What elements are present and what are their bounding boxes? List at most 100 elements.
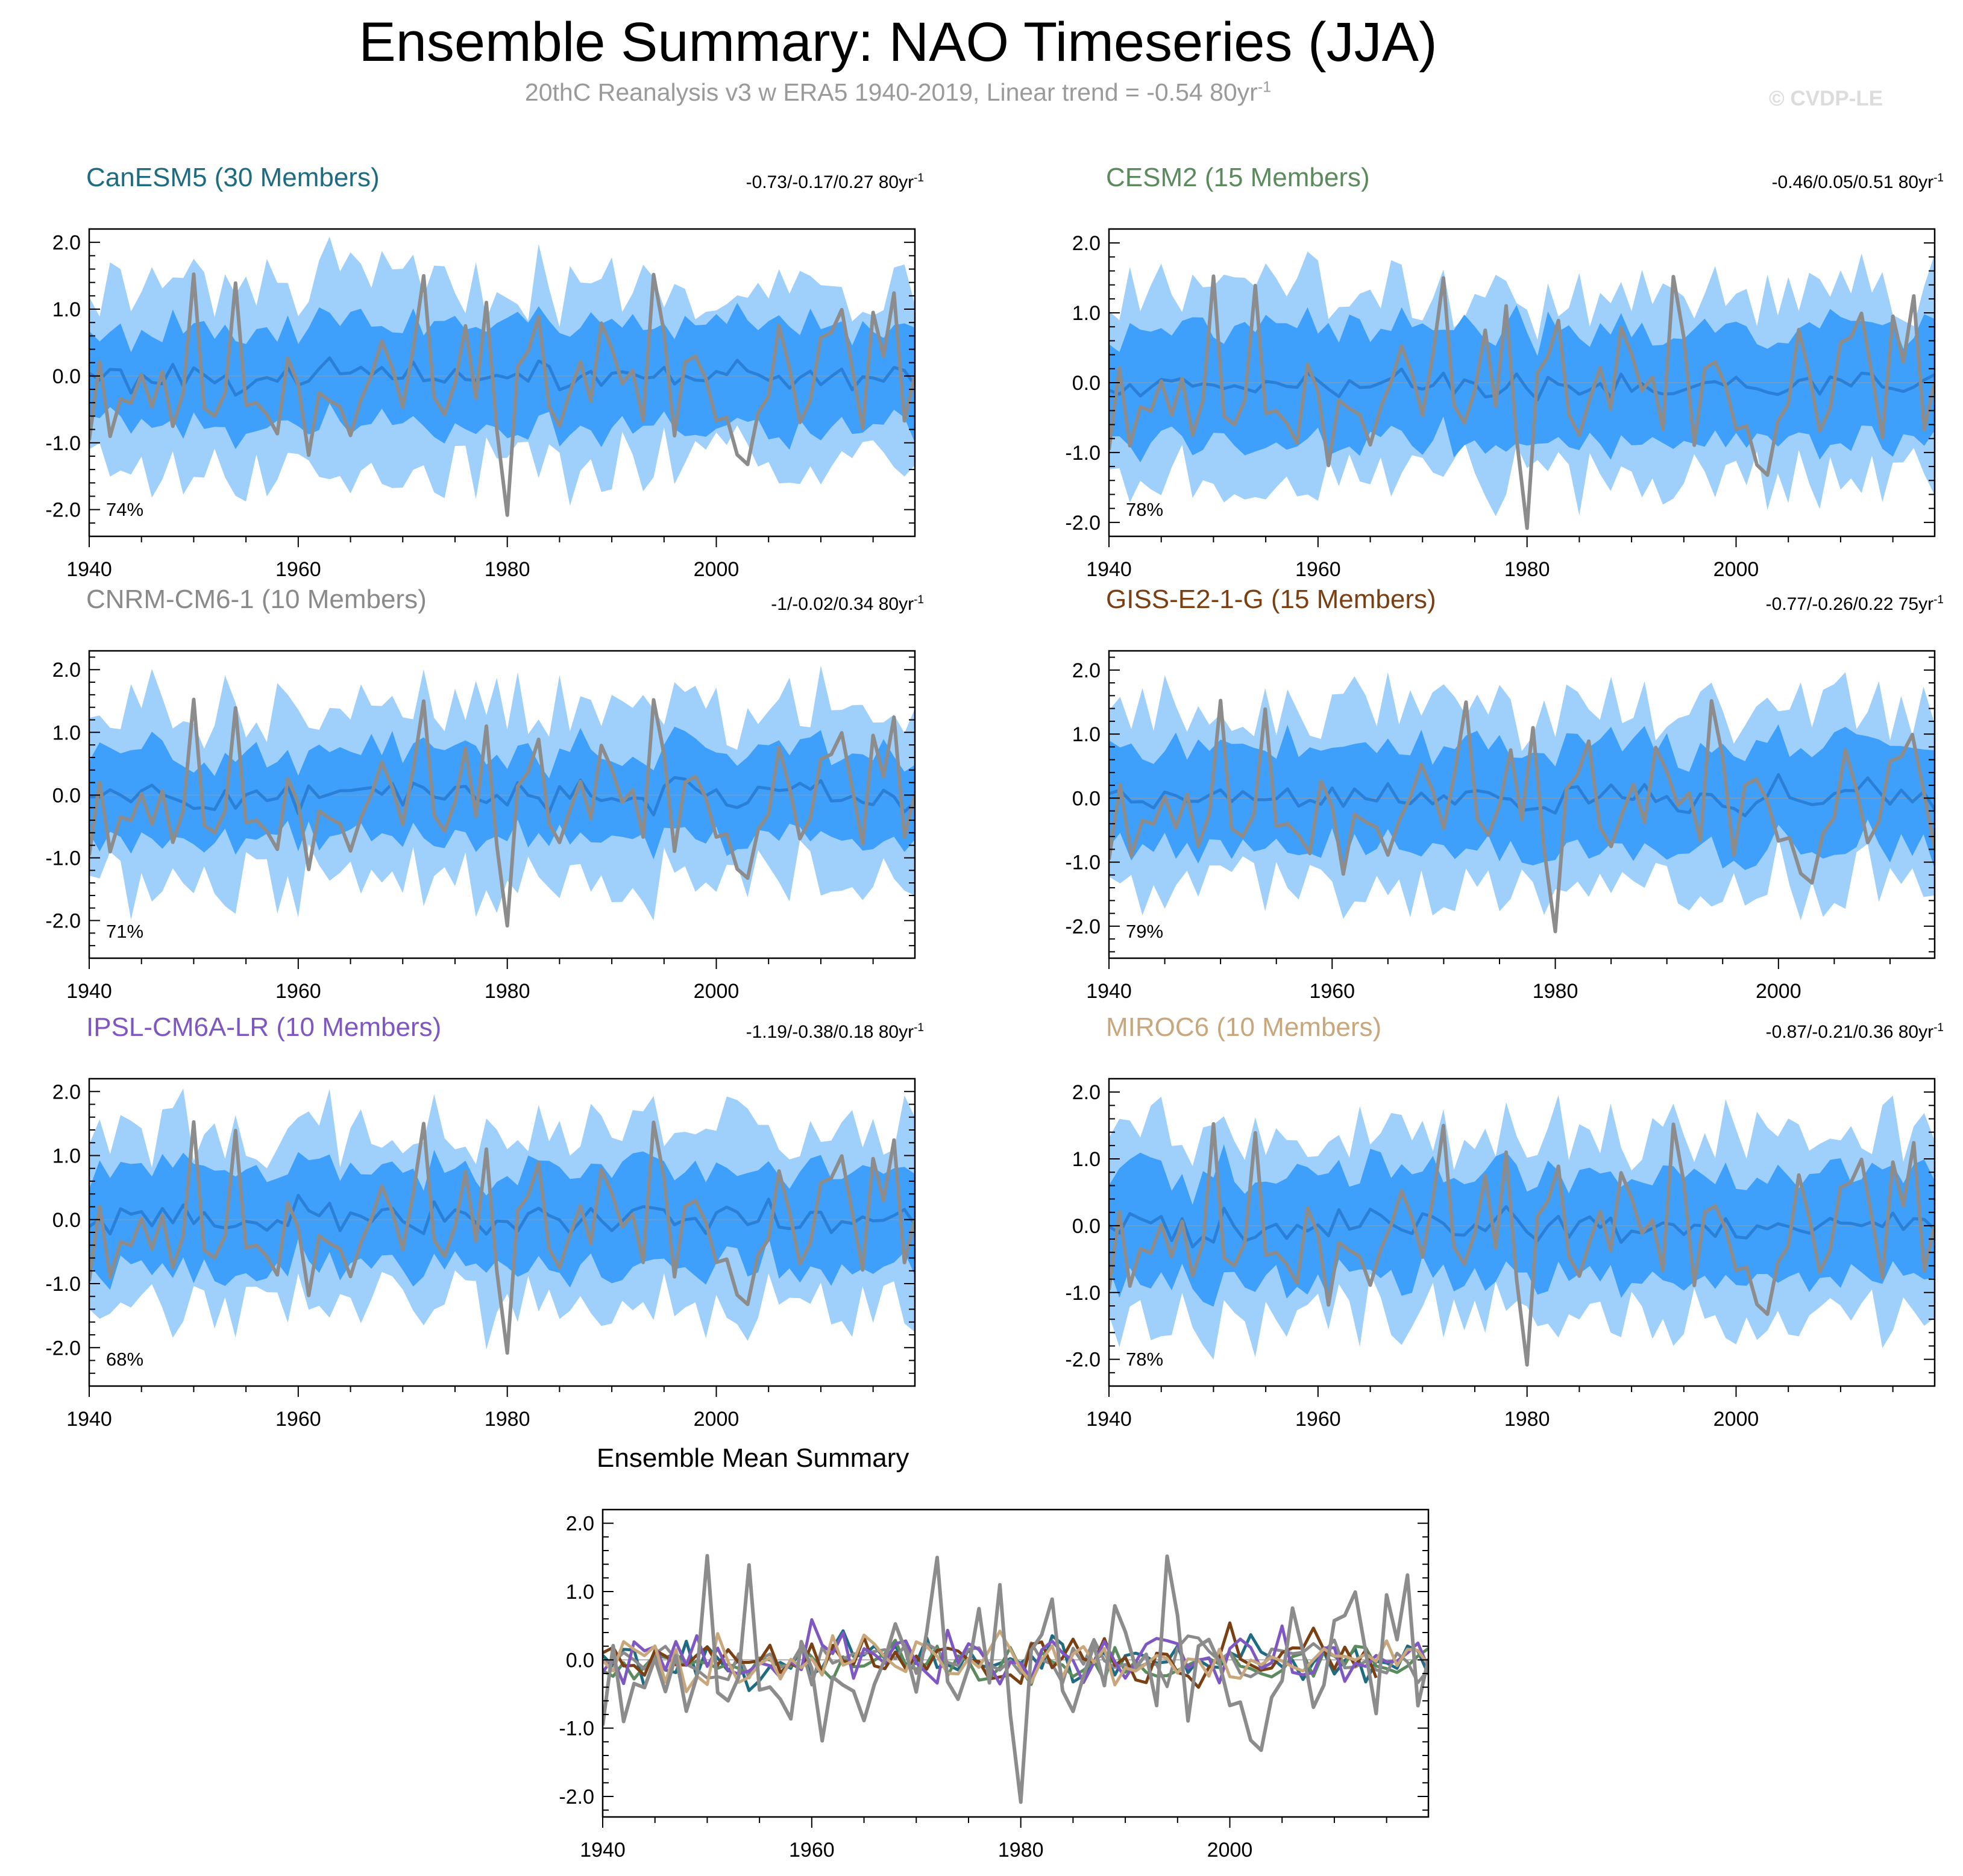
panel-trend: -0.73/-0.17/0.27 80yr-1 (746, 172, 924, 193)
y-tick-label: -2.0 (45, 910, 81, 933)
panel-title: GISS-E2-1-G (15 Members) (1106, 585, 1436, 614)
plot-frame (1108, 1078, 1936, 1387)
panel-cesm2: CESM2 (15 Members) -0.46/0.05/0.51 80yr-1… (1065, 163, 1944, 581)
x-tick-label: 2000 (1756, 980, 1801, 1003)
panel-title: CanESM5 (30 Members) (86, 163, 380, 192)
plot-frame (88, 650, 916, 959)
y-tick-label: 2.0 (1072, 659, 1101, 682)
trend-exponent: -1 (914, 172, 924, 184)
panel-cnrm: CNRM-CM6-1 (10 Members) -1/-0.02/0.34 80y… (45, 585, 924, 1003)
panel-title: Ensemble Mean Summary (597, 1443, 909, 1473)
x-tick-label: 1940 (580, 1839, 626, 1862)
panel-giss: GISS-E2-1-G (15 Members) -0.77/-0.26/0.22… (1065, 585, 1944, 1003)
x-tick-label: 2000 (1713, 558, 1759, 581)
x-tick-label: 1940 (1086, 558, 1132, 581)
plot-area: -2.0 -1.0 0.0 1.0 2.0 1940 1960 1980 2000 (45, 228, 916, 581)
x-tick-label: 1960 (1295, 1408, 1341, 1431)
observations-line (89, 1120, 915, 1355)
percent-label: 74% (106, 499, 144, 520)
y-tick-label: -1.0 (1065, 442, 1101, 465)
y-tick-label: 0.0 (52, 784, 81, 807)
y-tick-label: 2.0 (1072, 1081, 1101, 1104)
observations-line (89, 697, 915, 928)
subtitle-text: 20thC Reanalysis v3 w ERA5 1940-2019, Li… (524, 78, 1258, 106)
panel-title: MIROC6 (10 Members) (1106, 1012, 1382, 1042)
y-tick-label: 2.0 (52, 659, 81, 682)
x-tick-label: 2000 (1713, 1408, 1759, 1431)
panel-canesm5: CanESM5 (30 Members) -0.73/-0.17/0.27 80y… (45, 163, 924, 581)
panel-trend: -0.77/-0.26/0.22 75yr-1 (1766, 594, 1944, 615)
y-tick-label: 0.0 (566, 1649, 594, 1672)
panel-ensemble-mean-summary: Ensemble Mean Summary -2.0 -1.0 0.0 1.0 2.0 19… (559, 1443, 1430, 1862)
trend-text: -1/-0.02/0.34 80yr (771, 594, 914, 614)
panel-ipsl: IPSL-CM6A-LR (10 Members) -1.19/-0.38/0.1… (45, 1012, 924, 1431)
y-tick-label: 1.0 (1072, 302, 1101, 325)
x-tick-label: 1960 (275, 558, 321, 581)
x-tick-label: 2000 (694, 1408, 740, 1431)
panel-trend: -0.46/0.05/0.51 80yr-1 (1772, 172, 1944, 193)
trend-text: -0.46/0.05/0.51 80yr (1771, 172, 1934, 192)
trend-exponent: -1 (1933, 1021, 1944, 1034)
y-tick-label: 0.0 (1072, 1215, 1101, 1238)
y-tick-label: 1.0 (52, 298, 81, 321)
y-tick-label: 2.0 (52, 231, 81, 254)
y-tick-label: 1.0 (1072, 1148, 1101, 1171)
y-tick-label: 1.0 (52, 1145, 81, 1168)
y-tick-label: -1.0 (1065, 852, 1101, 874)
y-tick-label: -1.0 (45, 432, 81, 455)
y-tick-label: -2.0 (45, 499, 81, 522)
y-tick-label: 2.0 (1072, 232, 1101, 255)
plot-frame (88, 228, 916, 538)
y-tick-label: -2.0 (45, 1337, 81, 1360)
x-tick-label: 1980 (485, 558, 530, 581)
y-tick-label: -1.0 (45, 1273, 81, 1296)
trend-text: -0.87/-0.21/0.36 80yr (1765, 1022, 1934, 1042)
y-tick-label: -2.0 (1065, 512, 1101, 535)
percent-label: 71% (106, 921, 144, 942)
y-tick-label: 2.0 (566, 1513, 594, 1536)
x-tick-label: 1940 (66, 558, 112, 581)
observations-line (603, 1554, 1428, 1804)
x-tick-label: 1940 (66, 980, 112, 1003)
observations-line (1109, 1122, 1935, 1367)
plot-area: -2.0 -1.0 0.0 1.0 2.0 1940 1960 1980 2000 (559, 1508, 1430, 1862)
x-tick-label: 1940 (1086, 980, 1132, 1003)
series-line-miroc6 (603, 1630, 1428, 1693)
x-tick-label: 1980 (1504, 1408, 1550, 1431)
y-tick-label: 2.0 (52, 1081, 81, 1103)
trend-exponent: -1 (914, 1021, 924, 1034)
y-tick-label: -2.0 (559, 1786, 594, 1809)
observations-line (89, 272, 915, 517)
y-tick-label: -2.0 (1065, 1349, 1101, 1372)
x-tick-label: 1980 (1504, 558, 1550, 581)
y-tick-label: -1.0 (559, 1718, 594, 1740)
y-tick-label: 0.0 (1072, 787, 1101, 810)
panel-trend: -1.19/-0.38/0.18 80yr-1 (746, 1021, 924, 1043)
observations-line (1109, 274, 1935, 530)
percent-label: 68% (106, 1349, 144, 1370)
panel-trend: -0.87/-0.21/0.36 80yr-1 (1766, 1021, 1944, 1043)
band-10-90 (89, 726, 915, 860)
trend-exponent: -1 (1933, 172, 1944, 184)
plot-area: -2.0 -1.0 0.0 1.0 2.0 1940 1960 1980 2000 (45, 650, 916, 1003)
x-tick-label: 1960 (789, 1839, 835, 1862)
panel-title: CESM2 (15 Members) (1106, 163, 1370, 192)
y-tick-label: 0.0 (1072, 372, 1101, 395)
x-tick-label: 1960 (1295, 558, 1341, 581)
band-10-90 (1109, 724, 1935, 870)
plot-frame (601, 1508, 1430, 1818)
trend-exponent: -1 (914, 594, 924, 606)
percent-label: 79% (1126, 921, 1164, 942)
y-tick-label: -1.0 (1065, 1282, 1101, 1305)
trend-text: -0.73/-0.17/0.27 80yr (746, 172, 914, 192)
trend-exponent: -1 (1933, 594, 1944, 606)
y-tick-label: 0.0 (52, 1209, 81, 1232)
subtitle-exponent: -1 (1257, 78, 1272, 96)
trend-text: -0.77/-0.26/0.22 75yr (1765, 594, 1934, 614)
y-tick-label: -1.0 (45, 847, 81, 870)
x-tick-label: 1980 (485, 980, 530, 1003)
plot-frame (1108, 650, 1936, 959)
panel-miroc6: MIROC6 (10 Members) -0.87/-0.21/0.36 80yr… (1065, 1012, 1944, 1431)
x-tick-label: 1940 (66, 1408, 112, 1431)
x-tick-label: 2000 (694, 558, 740, 581)
